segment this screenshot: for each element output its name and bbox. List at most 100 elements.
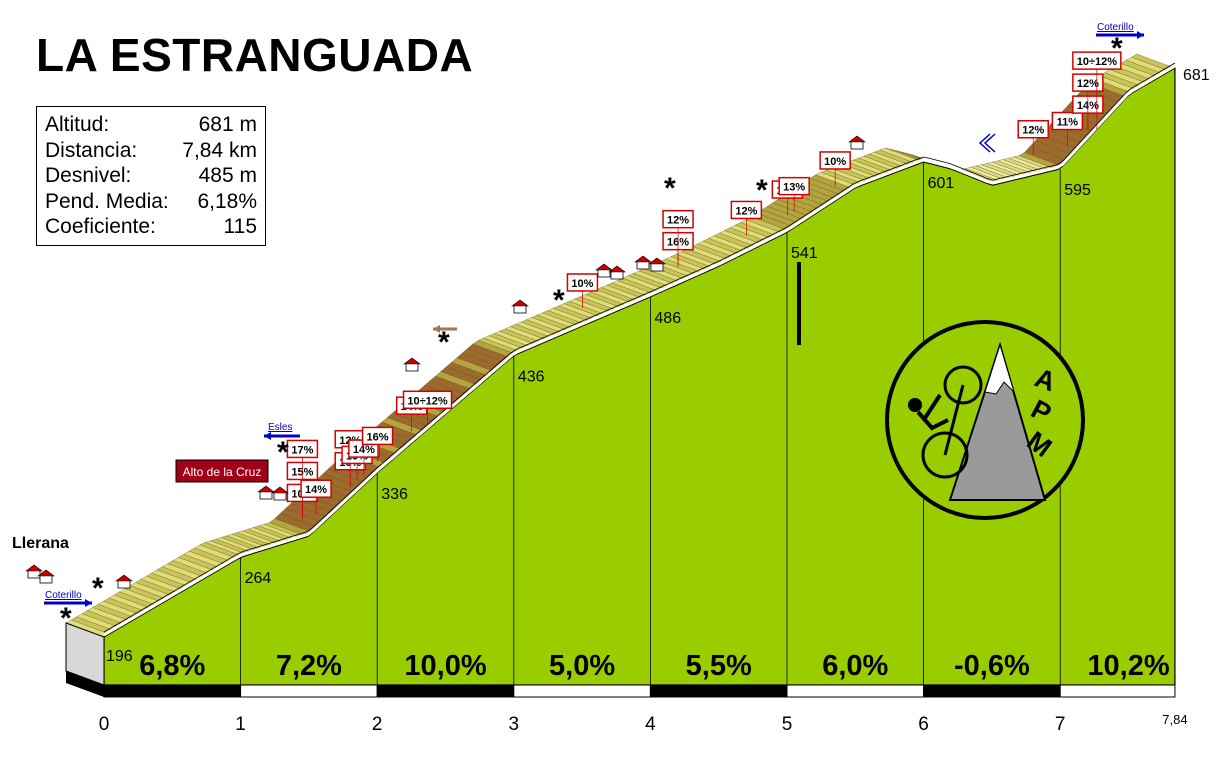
slope-label: 12%: [1022, 125, 1044, 137]
crossroad-asterisk-icon: *: [438, 326, 450, 359]
logo-mountain-icon: [948, 341, 1047, 501]
arrow-head: [264, 432, 271, 440]
x-tick-label: 1: [235, 714, 246, 735]
road-label: Coterillo: [1097, 22, 1134, 33]
elevation-label: 436: [518, 368, 545, 385]
house-icon: [608, 265, 626, 280]
page-title: LA ESTRANGUADA: [36, 29, 474, 81]
profile-base-shadow: [66, 671, 104, 697]
slope-label: 10÷12%: [1077, 56, 1118, 68]
slope-box: [402, 390, 453, 410]
slope-box: [662, 209, 694, 229]
house-icon: [648, 257, 666, 272]
stat-label: Coeficiente:: [45, 215, 156, 238]
km-gradient-label: 7,2%: [276, 650, 342, 682]
house-icon: [595, 263, 613, 278]
house-icon: [115, 574, 133, 589]
house-roof: [257, 485, 275, 493]
house-roof: [848, 135, 866, 143]
km-bar-segment: [103, 684, 242, 698]
arrow-head: [1137, 31, 1144, 39]
arrow-left-icon: [264, 432, 300, 440]
slope-box: [1072, 51, 1122, 70]
slope-label: 12%: [1077, 78, 1099, 90]
stat-label: Desnivel:: [45, 164, 132, 187]
slope-label: 14%: [305, 484, 327, 496]
house-icon: [257, 485, 275, 500]
road-label: Coterillo: [45, 590, 82, 601]
slope-label: 13%: [783, 182, 805, 194]
crossroad-asterisk-icon: *: [92, 572, 104, 605]
crossroad-asterisk-icon: *: [277, 436, 289, 469]
km-gradient-label: 5,0%: [549, 650, 615, 682]
slope-label: 11%: [1057, 117, 1079, 129]
house-icon: [25, 564, 43, 579]
crossroad-asterisk-icon: *: [664, 172, 676, 205]
slope-box: [361, 426, 394, 446]
house-roof: [37, 569, 55, 577]
house-icon: [848, 135, 866, 150]
km-gradient-label: 6,0%: [822, 650, 888, 682]
stat-label: Pend. Media:: [45, 189, 169, 213]
chevron-left-icon: [978, 133, 991, 153]
stat-value: 681 m: [198, 113, 257, 136]
km-bar-segment: [1059, 684, 1176, 698]
place-label-llerana: Llerana: [12, 535, 69, 552]
km-bar-segment: [923, 684, 1061, 698]
stat-row-altitud: Altitud: 681 m: [45, 112, 257, 138]
slope-label: 16%: [367, 431, 389, 443]
stat-label: Altitud:: [45, 113, 110, 136]
x-tick-label: 3: [509, 714, 520, 735]
x-tick-label: 4: [645, 714, 656, 735]
slope-box: [1017, 119, 1049, 139]
slope-label: 14%: [353, 444, 375, 456]
slope-box: [778, 176, 810, 196]
slope-box: [1072, 73, 1104, 92]
x-tick-label: 6: [918, 714, 929, 735]
slope-label: 10%: [824, 156, 846, 168]
elevation-label: 196: [106, 648, 133, 665]
stat-row-distancia: Distancia: 7,84 km: [45, 138, 257, 164]
house-icon: [271, 486, 289, 501]
house-roof: [648, 257, 666, 265]
km-bar-segment: [376, 684, 515, 698]
arrow-right-icon: [44, 599, 92, 607]
logo-rider-body: [916, 393, 949, 431]
profile-area: [103, 66, 1176, 686]
stat-value: 7,84 km: [182, 138, 257, 162]
km-gradient-label: 5,5%: [686, 650, 752, 682]
elevation-label: 541: [791, 245, 818, 262]
km-gradient-label: 10,2%: [1087, 650, 1169, 682]
house-icon: [403, 357, 421, 372]
elevation-label: 681: [1183, 67, 1210, 84]
stats-panel: Altitud: 681 m Distancia: 7,84 km Desniv…: [36, 106, 266, 246]
stat-row-pendiente: Pend. Media: 6,18%: [45, 189, 257, 215]
road-edge-line: [103, 64, 1176, 637]
slope-box: [819, 151, 851, 170]
house-roof: [634, 255, 652, 263]
slope-label: 12%: [735, 205, 757, 217]
stat-value: 485 m: [198, 164, 257, 187]
elevation-label: 595: [1064, 182, 1091, 199]
house-roof: [608, 265, 626, 273]
stat-value: 115: [223, 215, 257, 238]
stat-row-desnivel: Desnivel: 485 m: [45, 163, 257, 189]
x-tick-label: 0: [99, 714, 110, 735]
apm-logo: APM: [885, 320, 1085, 520]
elevation-label: 601: [928, 175, 955, 192]
x-tick-label: 5: [782, 714, 793, 735]
logo-bike-wheel: [943, 365, 983, 405]
crossroad-asterisk-icon: *: [756, 174, 768, 207]
slope-label: 17%: [291, 444, 313, 456]
logo-snowcap: [984, 343, 1015, 395]
x-tick-label: 2: [372, 714, 383, 735]
road-outline: [103, 62, 1176, 633]
house-roof: [25, 564, 43, 572]
km-bar-segment: [513, 684, 651, 698]
brown-arrow-head-icon: [433, 325, 440, 333]
slope-box: [300, 479, 332, 498]
road-label: Esles: [268, 422, 292, 433]
x-tick-label: 7: [1055, 714, 1066, 735]
logo-bike-frame: [943, 384, 965, 456]
